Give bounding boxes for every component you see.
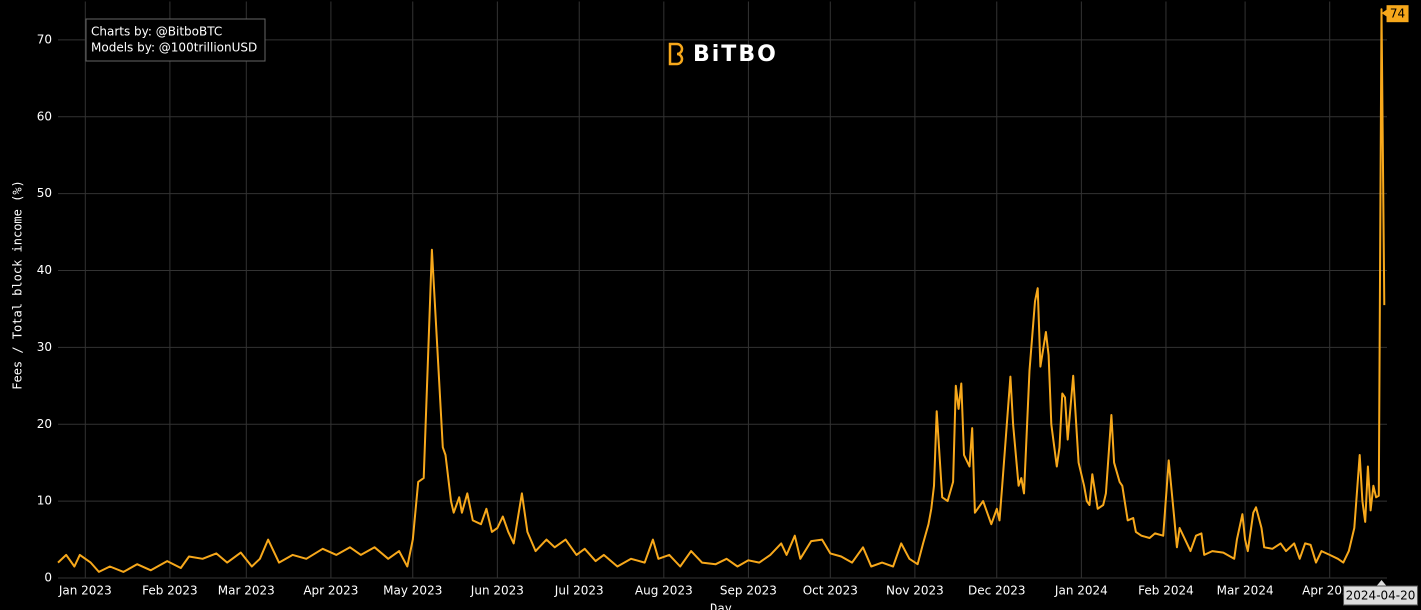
y-tick-label: 50	[37, 186, 52, 200]
y-tick-label: 70	[37, 32, 52, 46]
grid	[58, 1, 1387, 579]
x-axis-title: Day	[710, 602, 732, 610]
credit-text: Models by: @100trillionUSD	[91, 41, 257, 55]
brand: BiTBO	[693, 42, 778, 67]
x-tick-label: Jan 2024	[1054, 584, 1108, 598]
x-tick-label: Sep 2023	[720, 584, 777, 598]
x-tick-label: Aug 2023	[635, 584, 693, 598]
x-tick-label: Jul 2023	[554, 584, 604, 598]
x-tick-label: Feb 2024	[1138, 584, 1194, 598]
hover-value: 74	[1390, 7, 1405, 21]
x-tick-label: Mar 2023	[218, 584, 275, 598]
y-tick-label: 30	[37, 340, 52, 354]
y-axis-title: Fees / Total block income (%)	[11, 180, 25, 390]
logo-icon	[668, 42, 684, 66]
hover-value-box	[1386, 5, 1409, 23]
x-tick-label: Jan 2023	[58, 584, 112, 598]
logo: BiTBO	[668, 42, 778, 67]
y-tick-label: 60	[37, 109, 52, 123]
credits-frame	[85, 18, 266, 62]
x-tick-label: Feb 2023	[142, 584, 198, 598]
hover-date: 2024-04-20	[1346, 589, 1416, 603]
x-tick-label: May 2023	[383, 584, 442, 598]
line-series	[57, 8, 1386, 573]
hover-date-box	[1343, 585, 1419, 606]
x-tick-label: Apr 2023	[303, 584, 358, 598]
credit-text: Charts by: @BitboBTC	[91, 25, 222, 39]
x-tick-label: Dec 2023	[968, 584, 1026, 598]
x-tick-label: Oct 2023	[803, 584, 858, 598]
y-tick-label: 20	[37, 417, 52, 431]
x-tick-label: Jun 2023	[470, 584, 524, 598]
x-tick-label: Nov 2023	[886, 584, 944, 598]
x-tick-label: Mar 2024	[1217, 584, 1274, 598]
hover-date-pointer	[1376, 580, 1387, 586]
hover-value-pointer	[1381, 9, 1388, 18]
y-tick-label: 10	[37, 494, 52, 508]
y-tick-label: 40	[37, 263, 52, 277]
credits-box: Charts by: @BitboBTC Models by: @100tril…	[85, 18, 266, 62]
y-tick-label: 0	[44, 571, 52, 585]
